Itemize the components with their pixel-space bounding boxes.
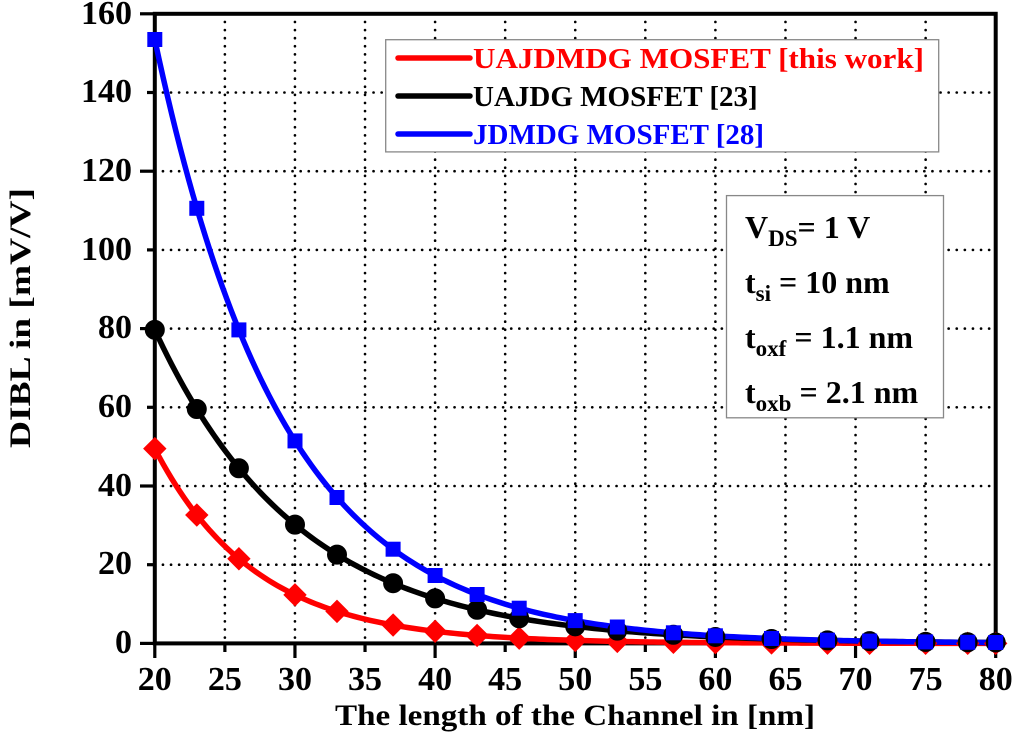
svg-text:20: 20 — [138, 661, 172, 698]
svg-text:65: 65 — [768, 661, 802, 698]
svg-text:80: 80 — [98, 309, 132, 346]
svg-text:60: 60 — [98, 388, 132, 425]
svg-text:40: 40 — [98, 467, 132, 504]
svg-text:JDMDG MOSFET [28]: JDMDG MOSFET [28] — [473, 119, 764, 151]
svg-text:35: 35 — [348, 661, 382, 698]
svg-text:25: 25 — [208, 661, 242, 698]
svg-text:80: 80 — [979, 661, 1013, 698]
svg-text:120: 120 — [81, 152, 132, 189]
svg-text:60: 60 — [698, 661, 732, 698]
svg-text:70: 70 — [839, 661, 873, 698]
svg-text:UAJDMDG MOSFET [this work]: UAJDMDG MOSFET [this work] — [473, 43, 924, 75]
svg-text:160: 160 — [81, 0, 132, 32]
svg-text:0: 0 — [115, 624, 132, 661]
svg-text:140: 140 — [81, 73, 132, 110]
svg-text:45: 45 — [488, 661, 522, 698]
svg-text:DIBL in [mV/V]: DIBL in [mV/V] — [4, 188, 37, 448]
svg-text:The length of the Channel in [: The length of the Channel in [nm] — [335, 699, 815, 732]
svg-text:55: 55 — [628, 661, 662, 698]
svg-text:75: 75 — [909, 661, 943, 698]
svg-text:100: 100 — [81, 231, 132, 268]
svg-text:40: 40 — [418, 661, 452, 698]
svg-text:50: 50 — [558, 661, 592, 698]
svg-text:20: 20 — [98, 545, 132, 582]
svg-text:UAJDG MOSFET [23]: UAJDG MOSFET [23] — [473, 81, 758, 113]
svg-text:30: 30 — [278, 661, 312, 698]
svg-text:VDS= 1 V: VDS= 1 V — [745, 209, 870, 251]
